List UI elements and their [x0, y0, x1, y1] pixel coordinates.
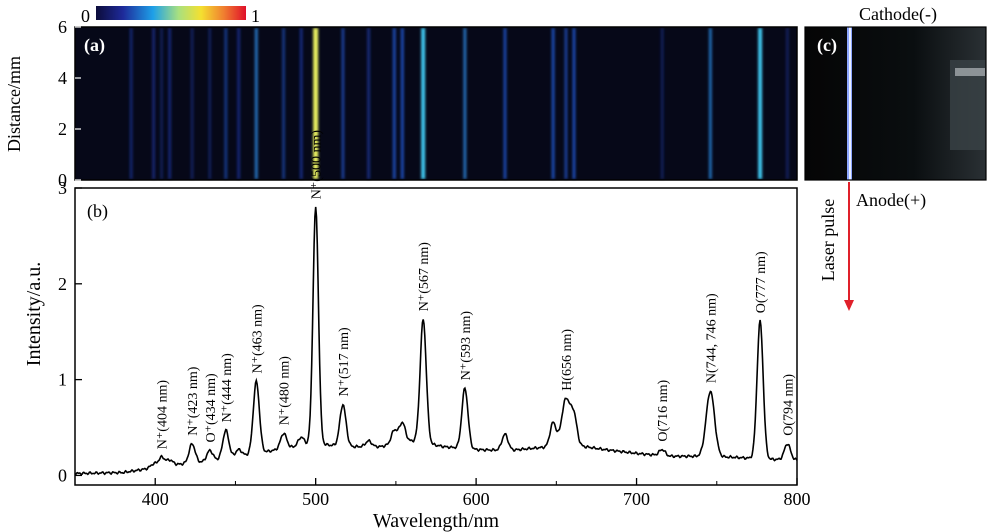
panel-b-label: (b) — [87, 201, 108, 222]
emission-streak — [551, 28, 555, 179]
emission-streak — [190, 28, 194, 179]
emission-streak — [421, 28, 426, 179]
x-tick-label: 600 — [463, 489, 490, 509]
a-y-tick-label: 0 — [58, 170, 67, 190]
emission-streak — [208, 28, 212, 179]
panel-a-image — [75, 27, 797, 180]
emission-streak — [503, 28, 507, 179]
peak-label: N⁺(444 nm) — [220, 353, 235, 423]
y-tick-label: 2 — [58, 274, 67, 294]
emission-streak — [463, 28, 467, 179]
panel-c-label: (c) — [817, 35, 837, 56]
peak-label: N(744, 746 nm) — [704, 293, 719, 383]
emission-streak — [785, 28, 789, 179]
panel-c: (c) Cathode(-) Anode(+) Laser pulse — [804, 4, 987, 311]
peak-label: O(794 nm) — [781, 374, 796, 436]
emission-streak — [758, 28, 763, 179]
emission-streak — [237, 28, 241, 179]
emission-streak — [299, 28, 303, 179]
spectrum-line — [74, 206, 798, 476]
peak-label: O(716 nm) — [656, 379, 671, 441]
emission-streak — [224, 28, 228, 179]
emission-streak — [168, 28, 172, 179]
x-tick-label: 800 — [784, 489, 811, 509]
emission-streak — [313, 28, 319, 179]
peak-label: N⁺(463 nm) — [250, 304, 265, 374]
x-tick-label: 400 — [142, 489, 169, 509]
peak-label: O⁺(434 nm) — [204, 373, 219, 443]
emission-streak — [129, 28, 133, 179]
peak-label: N⁺(593 nm) — [459, 311, 474, 381]
laser-arrow-head — [844, 300, 854, 311]
peak-label: N⁺(423 nm) — [186, 366, 201, 436]
colorbar-min-label: 0 — [81, 6, 90, 26]
emission-streak — [564, 28, 568, 179]
peak-label: N⁺(517 nm) — [337, 327, 352, 397]
a-y-tick-label: 4 — [58, 68, 67, 88]
emission-streak — [392, 28, 396, 179]
plot-area — [74, 187, 798, 486]
a-y-tick-label: 2 — [58, 119, 67, 139]
x-tick-label: 500 — [302, 489, 329, 509]
panel-a: (a) 0 2 4 6 Distance/mm — [4, 17, 798, 190]
y-tick-label: 1 — [58, 370, 67, 390]
a-y-tick-label: 6 — [58, 17, 67, 37]
colorbar-max-label: 1 — [251, 6, 260, 26]
x-tick-label: 700 — [623, 489, 650, 509]
emission-streak — [152, 28, 156, 179]
anode-label: Anode(+) — [856, 190, 926, 211]
emission-streak — [254, 28, 258, 179]
peak-label: H(656 nm) — [560, 329, 575, 391]
emission-streak — [367, 28, 371, 179]
x-axis-label: Wavelength/nm — [373, 510, 500, 532]
emission-streak — [708, 28, 712, 179]
peak-label: N⁺(500 nm) — [310, 130, 325, 200]
cathode-label: Cathode(-) — [859, 4, 937, 25]
emission-streak — [660, 28, 664, 179]
emission-streak — [282, 28, 286, 179]
y-axis-label: Intensity/a.u. — [23, 262, 45, 366]
emission-streak — [572, 28, 576, 179]
y-tick-label: 3 — [58, 178, 67, 198]
panel-a-label: (a) — [84, 35, 105, 56]
panel-b: (b) 400 500 600 700 800 0 1 2 3 N⁺(404 nm) N⁺(42… — [23, 130, 811, 532]
peak-label: N⁺(480 nm) — [278, 356, 293, 426]
emission-streak — [341, 28, 345, 179]
y-tick-label: 0 — [58, 465, 67, 485]
peak-label: N⁺(567 nm) — [417, 242, 432, 312]
laser-pulse-label: Laser pulse — [818, 199, 838, 281]
panel-a-ylabel: Distance/mm — [4, 56, 24, 152]
peak-label: O(777 nm) — [754, 251, 769, 313]
peak-label: N⁺(404 nm) — [156, 380, 171, 450]
emission-streak — [160, 28, 164, 179]
emission-streak — [400, 28, 404, 179]
colorbar — [96, 6, 246, 20]
